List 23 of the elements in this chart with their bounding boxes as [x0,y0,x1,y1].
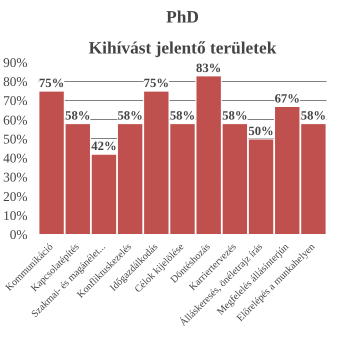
y-tick-label: 40% [3,150,28,166]
y-tick-label: 60% [3,112,28,128]
chart-subtitle: Kihívást jelentő területek [88,38,277,58]
y-tick-label: 70% [3,93,28,108]
data-label: 83% [196,60,222,75]
y-tick-label: 90% [3,55,28,70]
data-label: 50% [248,124,274,138]
data-label: 58% [65,108,90,123]
y-tick-label: 30% [3,170,28,185]
data-label: 75% [144,76,169,90]
data-label: 58% [222,108,248,123]
data-label: 58% [117,108,143,123]
data-label: 58% [170,108,196,123]
data-label: 42% [91,139,117,154]
y-tick-label: 50% [3,131,28,146]
y-tick-label: 20% [3,188,28,204]
data-label: 58% [300,108,326,123]
y-tick-label: 0% [10,227,28,242]
chart-title: PhD [166,8,199,26]
y-tick-label: 80% [3,74,28,90]
y-tick-label: 10% [3,208,28,223]
data-label: 67% [274,91,300,106]
data-label: 75% [38,76,64,90]
